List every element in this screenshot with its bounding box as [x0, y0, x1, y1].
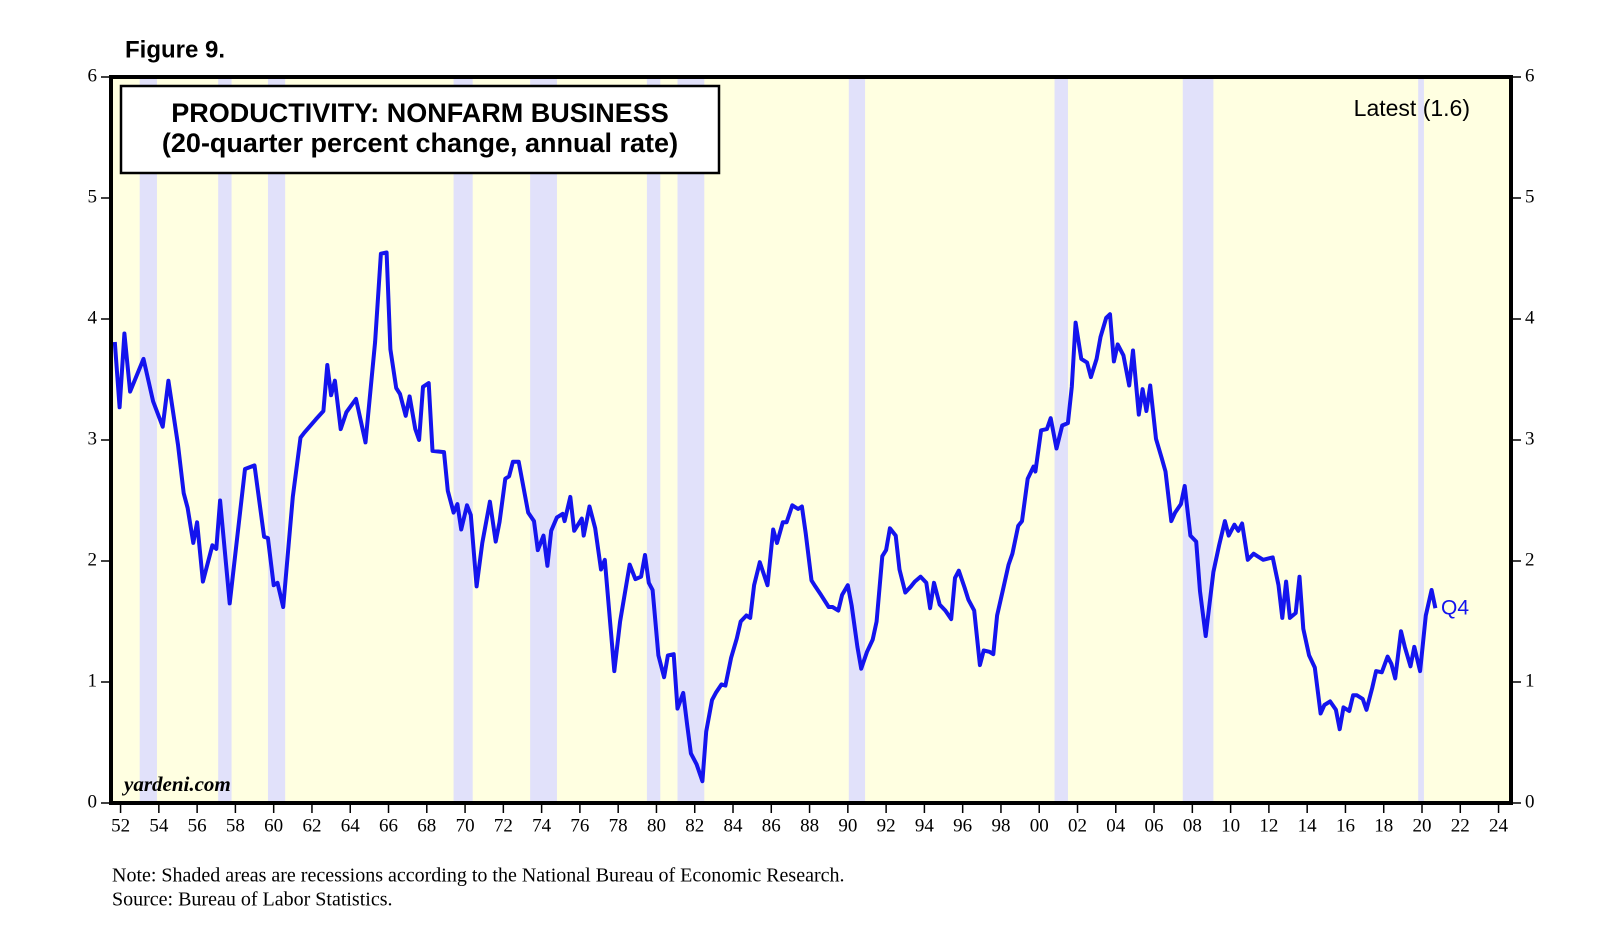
- y2-tick-label: 1: [1525, 670, 1535, 691]
- x-tick-label: 68: [417, 815, 436, 836]
- x-tick-label: 98: [991, 815, 1010, 836]
- plot-frame: [109, 75, 1513, 805]
- recession-band: [1418, 77, 1424, 803]
- source-note: Source: Bureau of Labor Statistics.: [112, 889, 393, 911]
- x-tick-label: 14: [1298, 815, 1318, 836]
- y2-tick-label: 4: [1525, 307, 1535, 328]
- x-tick-label: 06: [1145, 815, 1164, 836]
- y-tick-label: 2: [88, 549, 98, 570]
- end-label: Q4: [1441, 597, 1469, 620]
- recession-band: [1054, 77, 1068, 803]
- x-tick-label: 16: [1336, 815, 1355, 836]
- x-tick-label: 20: [1413, 815, 1432, 836]
- x-tick-label: 58: [226, 815, 245, 836]
- note: Note: Shaded areas are recessions accord…: [112, 865, 845, 887]
- y-tick-label: 6: [88, 65, 98, 86]
- x-tick-label: 66: [379, 815, 398, 836]
- y2-tick-label: 3: [1525, 428, 1535, 449]
- x-tick-label: 72: [494, 815, 513, 836]
- y-tick-label: 4: [88, 307, 98, 328]
- x-tick-label: 04: [1106, 815, 1126, 836]
- x-tick-label: 08: [1183, 815, 1202, 836]
- y2-tick-label: 0: [1525, 791, 1535, 812]
- chart-subtitle: (20-quarter percent change, annual rate): [162, 128, 678, 158]
- x-tick-label: 84: [724, 815, 744, 836]
- x-tick-label: 24: [1489, 815, 1509, 836]
- y-tick-label: 3: [88, 428, 98, 449]
- x-tick-label: 80: [647, 815, 666, 836]
- x-tick-label: 02: [1068, 815, 1087, 836]
- recession-band: [646, 77, 661, 803]
- recession-band: [677, 77, 705, 803]
- plot-background: [111, 77, 1511, 803]
- x-tick-label: 90: [838, 815, 857, 836]
- x-tick-label: 18: [1374, 815, 1393, 836]
- x-tick-label: 96: [953, 815, 972, 836]
- x-tick-label: 52: [111, 815, 130, 836]
- data-line: [112, 250, 1438, 784]
- x-tick-label: 70: [456, 815, 475, 836]
- y-tick-label: 5: [88, 186, 98, 207]
- y-tick-label: 1: [88, 670, 98, 691]
- x-tick-label: 60: [264, 815, 283, 836]
- recession-band: [530, 77, 557, 803]
- x-tick-label: 76: [570, 815, 589, 836]
- x-tick-label: 10: [1221, 815, 1240, 836]
- y2-tick-label: 5: [1525, 186, 1535, 207]
- recession-band: [848, 77, 866, 803]
- x-tick-label: 22: [1451, 815, 1470, 836]
- x-tick-label: 94: [915, 815, 935, 836]
- source-site: yardeni.com: [121, 772, 231, 796]
- y-tick-label: 0: [88, 791, 98, 812]
- y2-tick-label: 6: [1525, 65, 1535, 86]
- title-box: [119, 84, 721, 175]
- x-tick-label: 78: [609, 815, 628, 836]
- x-tick-label: 56: [188, 815, 207, 836]
- recession-band: [267, 77, 286, 803]
- recession-band: [1182, 77, 1214, 803]
- x-tick-label: 82: [685, 815, 704, 836]
- x-tick-label: 00: [1030, 815, 1049, 836]
- chart-title: PRODUCTIVITY: NONFARM BUSINESS: [171, 98, 669, 128]
- x-tick-label: 62: [302, 815, 321, 836]
- x-tick-label: 12: [1259, 815, 1278, 836]
- x-tick-label: 92: [877, 815, 896, 836]
- y2-tick-label: 2: [1525, 549, 1535, 570]
- x-tick-label: 64: [341, 815, 361, 836]
- figure-label: Figure 9.: [125, 36, 225, 63]
- recession-band: [218, 77, 232, 803]
- x-tick-label: 86: [762, 815, 781, 836]
- latest-annotation: Latest (1.6): [1354, 95, 1470, 121]
- recession-band: [453, 77, 473, 803]
- x-tick-label: 54: [149, 815, 169, 836]
- recession-band: [139, 77, 157, 803]
- x-tick-label: 74: [532, 815, 552, 836]
- x-tick-label: 88: [800, 815, 819, 836]
